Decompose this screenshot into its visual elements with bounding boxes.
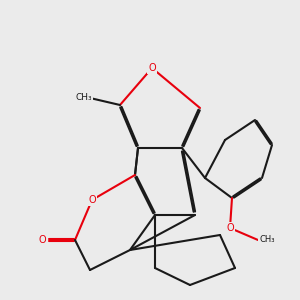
Text: O: O <box>88 195 96 205</box>
Text: O: O <box>148 63 156 73</box>
Text: CH₃: CH₃ <box>259 236 275 244</box>
Text: O: O <box>38 235 46 245</box>
Text: O: O <box>226 223 234 233</box>
Text: CH₃: CH₃ <box>76 94 92 103</box>
